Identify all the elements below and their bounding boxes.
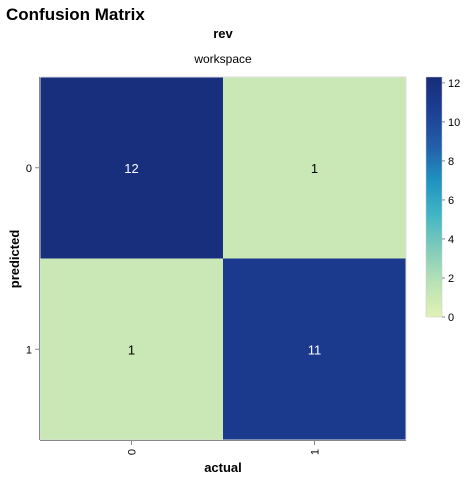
colorbar-tick-label: 0 [448,312,454,324]
y-axis-title: predicted [7,230,22,289]
colorbar-tick-label: 4 [448,234,454,246]
x-axis-title: actual [204,460,242,475]
x-tick-label: 0 [127,449,139,455]
y-tick-label: 0 [26,163,32,175]
heatmap-cell [40,258,223,440]
chart-subtitle: workspace [193,52,252,66]
facet-title: rev [213,26,233,41]
colorbar-tick-label: 10 [448,117,460,129]
colorbar-gradient [425,76,443,318]
x-tick-label: 1 [310,449,322,455]
cell-value-label: 12 [124,161,138,176]
heatmap-cell [40,77,223,259]
colorbar-tick-label: 8 [448,156,454,168]
heatmap-cell [223,77,406,259]
cell-value-label: 1 [128,342,135,357]
colorbar-tick-label: 12 [448,78,460,90]
heatmap-cells: 12 11 11 [40,77,406,440]
chart-title: Confusion Matrix [6,5,145,24]
cell-value-label: 1 [311,161,318,176]
color-legend: 0 2 4 6 8 10 12 [425,76,460,324]
colorbar-tick-label: 6 [448,195,454,207]
colorbar-tick-label: 2 [448,273,454,285]
y-tick-label: 1 [26,344,32,356]
cell-value-label: 11 [308,342,322,357]
axes: 0 1 0 1 [26,76,407,455]
heatmap-cell [223,258,406,440]
